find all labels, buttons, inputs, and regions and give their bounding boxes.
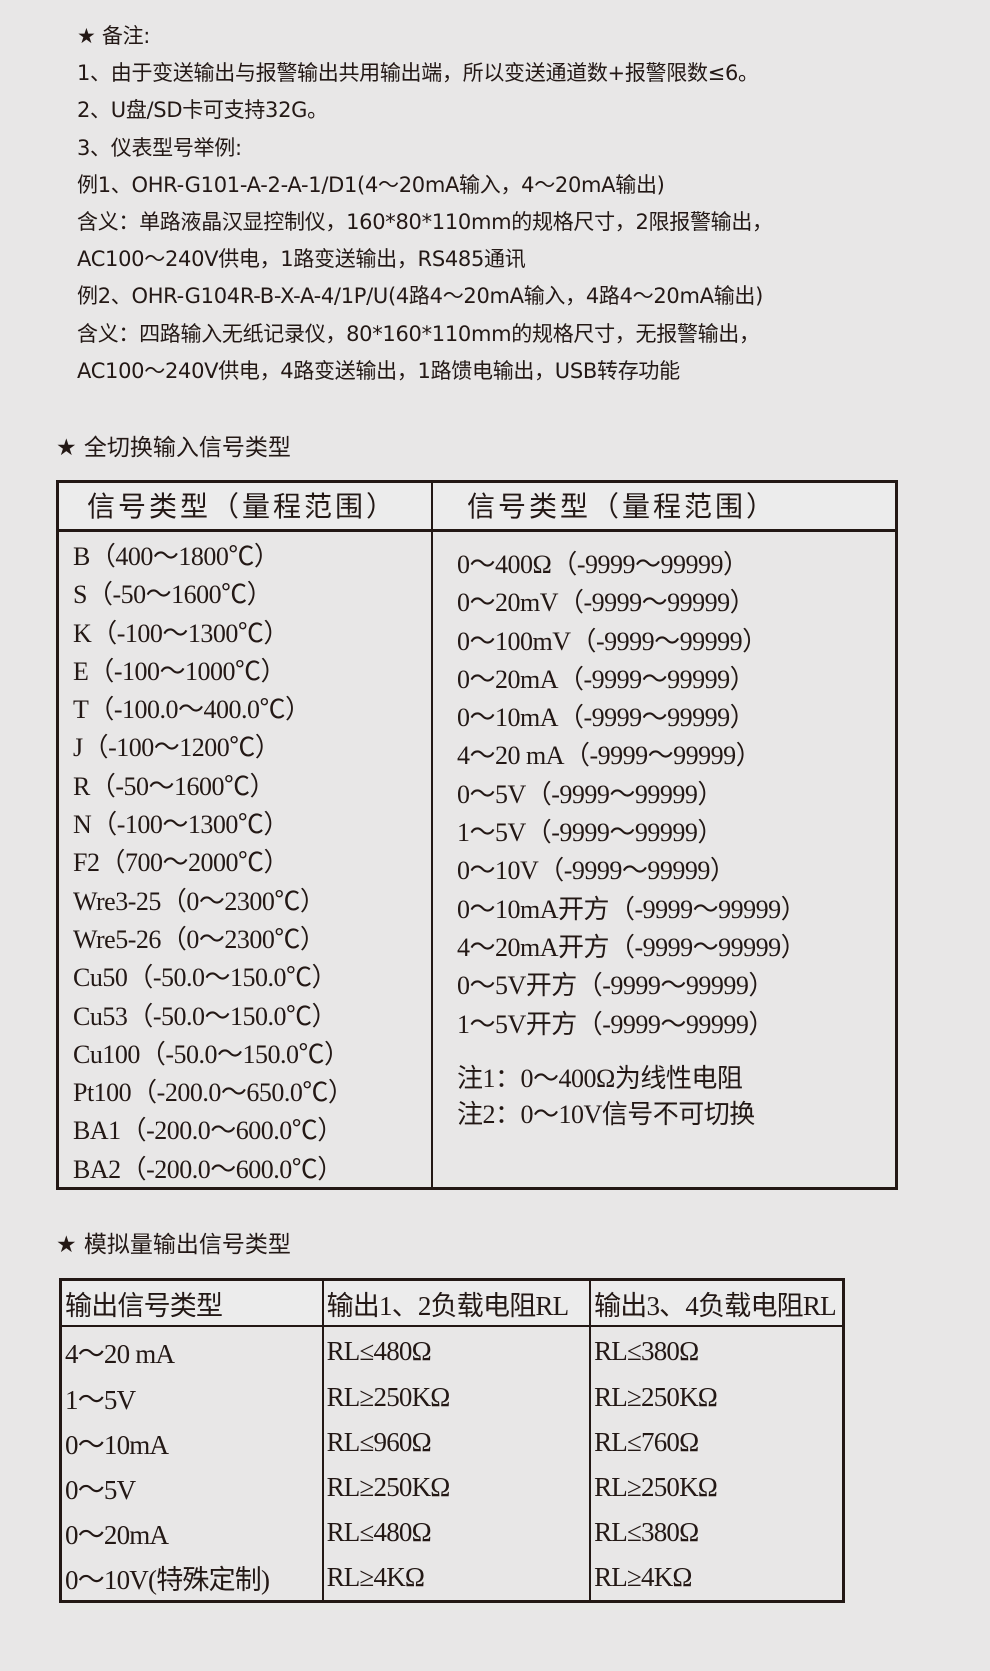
- table-cell: RL≤760Ω: [589, 1420, 844, 1465]
- signal-type-item: N（-100～1300℃）: [73, 810, 289, 840]
- remarks-section: ★ 备注: 1、由于变送输出与报警输出共用输出端，所以变送通道数+报警限数≤6。…: [77, 18, 773, 383]
- table-cell: 0～5V: [59, 1465, 323, 1510]
- table-cell: RL≥250KΩ: [589, 1375, 844, 1420]
- signal-type-item: Wre3-25（0～2300℃）: [73, 886, 326, 916]
- header-cell: 输出3、4负载电阻RL: [589, 1279, 844, 1327]
- remark-line: AC100～240V供电，4路变送输出，1路馈电输出，USB转存功能: [77, 358, 680, 383]
- table-cell: 4～20 mA: [59, 1326, 323, 1375]
- signal-type-item: 1～5V（-9999～99999）: [457, 818, 723, 848]
- signal-type-item: 4～20mA开方（-9999～99999）: [457, 932, 807, 962]
- signal-type-item: Cu100（-50.0～150.0℃）: [73, 1039, 350, 1069]
- table-cell: RL≤480Ω: [321, 1510, 591, 1555]
- signal-type-item: R（-50～1600℃）: [73, 771, 276, 801]
- table-cell: RL≥4KΩ: [589, 1555, 844, 1602]
- signal-type-item: 0～5V（-9999～99999）: [457, 779, 723, 809]
- signal-type-item: Cu53（-50.0～150.0℃）: [73, 1001, 338, 1031]
- table-cell: RL≥250KΩ: [321, 1375, 591, 1420]
- signal-type-item: B（400～1800℃）: [73, 542, 280, 571]
- table-cell: RL≥250KΩ: [589, 1465, 844, 1510]
- table-cell: RL≤960Ω: [321, 1420, 591, 1465]
- table-header: 输出信号类型 输出1、2负载电阻RL 输出3、4负载电阻RL: [59, 1279, 844, 1327]
- input-section-title: ★ 全切换输入信号类型: [56, 435, 291, 461]
- table-cell: RL≥250KΩ: [321, 1465, 591, 1510]
- table-cell: RL≥4KΩ: [321, 1555, 591, 1602]
- header-cell: 输出1、2负载电阻RL: [321, 1279, 591, 1327]
- signal-type-item: BA2（-200.0～600.0℃）: [73, 1154, 343, 1184]
- table-cell: 0～10mA: [59, 1420, 323, 1465]
- output-section-title: ★ 模拟量输出信号类型: [56, 1232, 291, 1258]
- signal-type-item: Wre5-26（0～2300℃）: [73, 924, 326, 954]
- header-cell: 信号类型（量程范围）: [467, 492, 778, 523]
- output-signal-table: 输出信号类型 输出1、2负载电阻RL 输出3、4负载电阻RL 4～20 mA RL≤48…: [59, 1278, 845, 1603]
- remark-line: 3、仪表型号举例:: [77, 135, 242, 160]
- signal-type-item: 4～20 mA（-9999～99999）: [457, 741, 762, 771]
- remark-line: 2、U盘/SD卡可支持32G。: [77, 98, 328, 123]
- signal-type-item: S（-50～1600℃）: [73, 580, 273, 610]
- signal-type-item: 1～5V开方（-9999～99999）: [457, 1009, 774, 1039]
- table-row: 4～20 mA RL≤480Ω RL≤380Ω: [59, 1326, 844, 1375]
- signal-type-item: 0～10mA（-9999～99999）: [457, 703, 756, 733]
- signal-type-item: T（-100.0～400.0℃）: [73, 695, 311, 725]
- table-row: 0～10V(特殊定制) RL≥4KΩ RL≥4KΩ: [59, 1555, 844, 1602]
- remark-line: 含义：四路输入无纸记录仪，80*160*110mm的规格尺寸，无报警输出，: [77, 321, 760, 346]
- remark-line: 例2、OHR-G104R-B-X-A-4/1P/U(4路4～20mA输入，4路4…: [77, 284, 763, 309]
- signal-type-item: 0～5V开方（-9999～99999）: [457, 971, 774, 1001]
- signal-type-item: J（-100～1200℃）: [73, 733, 281, 763]
- table-cell: 1～5V: [59, 1375, 323, 1420]
- signal-type-item: E（-100～1000℃）: [73, 656, 287, 686]
- table-row: 1～5V RL≥250KΩ RL≥250KΩ: [59, 1375, 844, 1420]
- footnote: 注1：0～400Ω为线性电阻: [457, 1064, 743, 1093]
- signal-type-item: Pt100（-200.0～650.0℃）: [73, 1078, 354, 1108]
- signal-type-item: F2（700～2000℃）: [73, 848, 289, 878]
- remark-line: AC100～240V供电，1路变送输出，RS485通讯: [77, 247, 526, 272]
- table-row: 0～10mA RL≤960Ω RL≤760Ω: [59, 1420, 844, 1465]
- signal-type-item: 0～20mV（-9999～99999）: [457, 588, 756, 618]
- table-row: 0～5V RL≥250KΩ RL≥250KΩ: [59, 1465, 844, 1510]
- remark-line: 1、由于变送输出与报警输出共用输出端，所以变送通道数+报警限数≤6。: [77, 61, 759, 86]
- table-cell: RL≤380Ω: [589, 1326, 844, 1375]
- signal-type-item: 0～10mA开方（-9999～99999）: [457, 894, 807, 924]
- table-row: 0～20mA RL≤480Ω RL≤380Ω: [59, 1510, 844, 1555]
- input-signal-table: 信号类型（量程范围） 信号类型（量程范围） B（400～1800℃） S（-50～…: [56, 480, 898, 1190]
- signal-type-item: 0～10V（-9999～99999）: [457, 856, 736, 886]
- signal-type-item: Cu50（-50.0～150.0℃）: [73, 963, 338, 993]
- signal-type-item: 0～20mA（-9999～99999）: [457, 664, 756, 694]
- column-divider: [431, 483, 433, 1187]
- table-header: 信号类型（量程范围） 信号类型（量程范围）: [59, 483, 895, 532]
- footnote: 注2：0～10V信号不可切换: [457, 1100, 755, 1129]
- signal-type-item: BA1（-200.0～600.0℃）: [73, 1116, 343, 1146]
- signal-type-item: 0～400Ω（-9999～99999）: [457, 550, 749, 579]
- remark-line: 含义：单路液晶汉显控制仪，160*80*110mm的规格尺寸，2限报警输出，: [77, 209, 773, 234]
- table-cell: 0～20mA: [59, 1510, 323, 1555]
- header-cell: 输出信号类型: [59, 1279, 323, 1327]
- remarks-title: ★ 备注:: [77, 24, 151, 48]
- table-cell: 0～10V(特殊定制): [59, 1555, 323, 1602]
- header-cell: 信号类型（量程范围）: [87, 492, 398, 523]
- remark-line: 例1、OHR-G101-A-2-A-1/D1(4～20mA输入，4～20mA输出…: [77, 172, 665, 197]
- table-cell: RL≤480Ω: [321, 1326, 591, 1375]
- signal-type-item: K（-100～1300℃）: [73, 618, 289, 648]
- table-cell: RL≤380Ω: [589, 1510, 844, 1555]
- signal-type-item: 0～100mV（-9999～99999）: [457, 626, 768, 656]
